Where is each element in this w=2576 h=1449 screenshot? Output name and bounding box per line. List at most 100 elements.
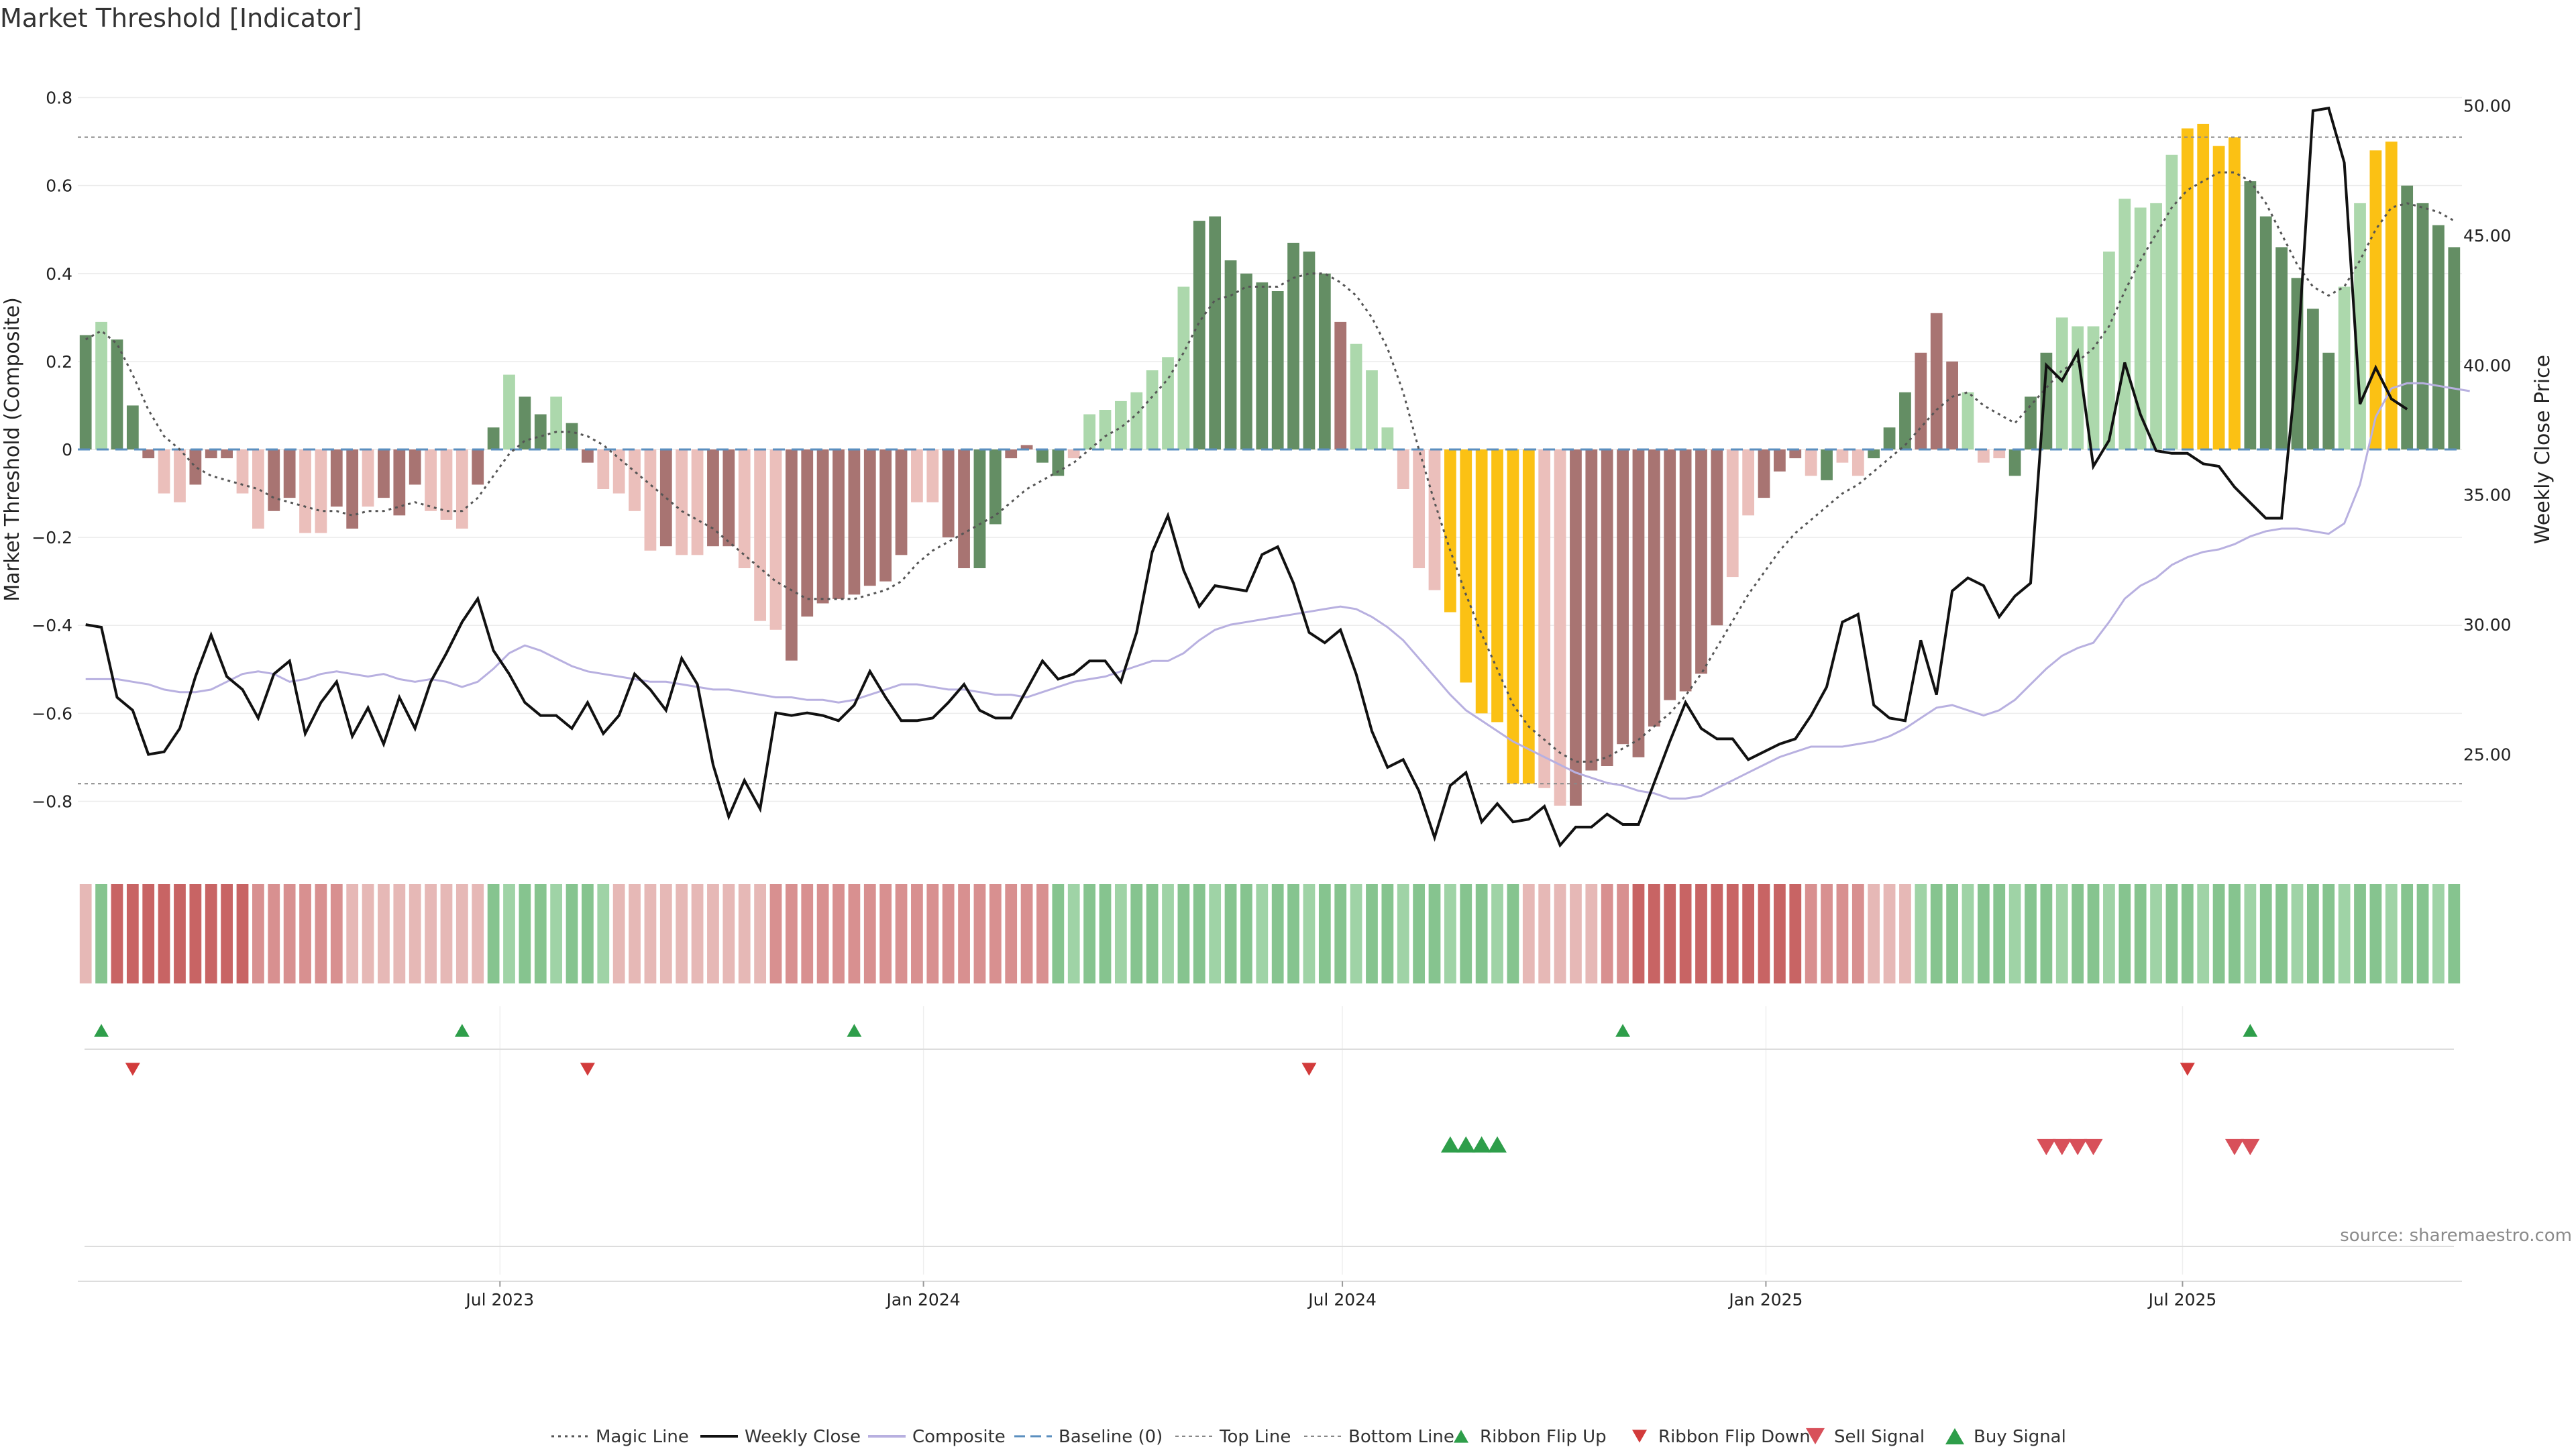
ribbon-cell <box>111 884 123 983</box>
sell-signal-marker <box>2068 1138 2088 1156</box>
ribbon-cell <box>2338 884 2351 983</box>
ribbon-cell <box>2040 884 2053 983</box>
composite-bar <box>1915 352 1927 449</box>
composite-bar <box>236 449 249 494</box>
magic-line <box>85 171 2455 763</box>
ribbon-cell <box>1099 884 1112 983</box>
composite-bar <box>2259 216 2272 449</box>
composite-bar <box>1899 392 1911 449</box>
legend-label: Ribbon Flip Down <box>1658 1427 1811 1447</box>
ribbon-cell <box>2259 884 2272 983</box>
composite-bar <box>1868 449 1880 459</box>
ribbon-cell <box>1020 884 1033 983</box>
ribbon-cell <box>754 884 766 983</box>
ribbon-cell <box>1318 884 1331 983</box>
ribbon-cell <box>1507 884 1519 983</box>
ribbon-cell <box>299 884 311 983</box>
legend-flip-up-marker <box>1454 1430 1468 1443</box>
x-tick-label: Jan 2024 <box>885 1290 961 1309</box>
ribbon-cell <box>393 884 406 983</box>
composite-bar <box>1805 449 1817 476</box>
ribbon-cell <box>2385 884 2398 983</box>
composite-bar <box>1774 449 1786 472</box>
legend-label: Magic Line <box>596 1427 689 1447</box>
composite-bar <box>1758 449 1770 498</box>
ribbon-flip-up-marker <box>2243 1024 2258 1037</box>
composite-bar <box>1632 449 1645 757</box>
composite-bar <box>1475 449 1488 714</box>
ribbon-cell <box>1444 884 1456 983</box>
ribbon-cell <box>1789 884 1802 983</box>
composite-bar <box>1617 449 1629 745</box>
sentiment-ribbon <box>79 884 2461 983</box>
composite-bar <box>863 449 876 586</box>
legend-label: Sell Signal <box>1834 1427 1925 1447</box>
ribbon-cell <box>346 884 359 983</box>
composite-bar <box>1585 449 1598 771</box>
composite-bar <box>1570 449 1582 806</box>
axes: 0.8 0.6 0.4 0.2 0 −0.2 −0.4 −0.6 −0.8 50.00 45.00 4… <box>32 89 2511 812</box>
ribbon-cell <box>722 884 735 983</box>
ribbon-cell <box>1915 884 1927 983</box>
ribbon-cell <box>1648 884 1660 983</box>
x-tick-label: Jul 2024 <box>1307 1290 1377 1309</box>
ribbon-flip-down-marker <box>580 1063 595 1076</box>
x-axis: Jul 2023 Jan 2024 Jul 2024 Jan 2025 Jul 2025 <box>78 1281 2462 1309</box>
composite-bar <box>95 321 107 449</box>
ribbon-cell <box>362 884 374 983</box>
ribbon-cell <box>676 884 688 983</box>
legend-label: Buy Signal <box>1974 1427 2066 1447</box>
ribbon-cell <box>1334 884 1347 983</box>
ribbon-cell <box>1930 884 1943 983</box>
ribbon-cell <box>455 884 468 983</box>
composite-bar <box>1350 343 1362 449</box>
composite-bar <box>1130 392 1143 449</box>
composite-bar <box>2354 203 2366 449</box>
buy-signal-marker <box>1472 1136 1491 1153</box>
composite-bar <box>2385 142 2398 449</box>
ribbon-cell <box>189 884 202 983</box>
composite-bar <box>534 414 547 449</box>
buy-signal-marker <box>1456 1136 1476 1153</box>
y2-tick-label: 25.00 <box>2463 745 2512 765</box>
ribbon-cell <box>1303 884 1316 983</box>
composite-bar <box>2401 185 2414 449</box>
composite-bar <box>2416 203 2429 449</box>
legend-label: Baseline (0) <box>1059 1427 1163 1447</box>
ribbon-flip-down-marker <box>2180 1063 2195 1076</box>
composite-bar <box>362 449 374 507</box>
composite-bar <box>1381 427 1394 449</box>
composite-bar <box>958 449 970 568</box>
ribbon-cell <box>659 884 672 983</box>
sell-signal-marker <box>2084 1138 2103 1156</box>
composite-bar <box>2212 146 2225 449</box>
ribbon-cell <box>1695 884 1707 983</box>
ribbon-cell <box>2118 884 2131 983</box>
composite-bar <box>926 449 939 502</box>
composite-bar <box>1146 370 1159 449</box>
ribbon-flip-down-marker <box>125 1063 140 1076</box>
ribbon-cell <box>1177 884 1190 983</box>
ribbon-cell <box>1256 884 1269 983</box>
ribbon-cell <box>1381 884 1394 983</box>
composite-bar <box>691 449 704 555</box>
ribbon-cell <box>1397 884 1409 983</box>
composite-bar <box>895 449 908 555</box>
y-tick-label: −0.2 <box>32 528 72 547</box>
composite-bar <box>597 449 610 489</box>
composite-bar <box>1413 449 1426 568</box>
ribbon-cell <box>472 884 484 983</box>
legend-sell-marker <box>1806 1428 1825 1445</box>
ribbon-cell <box>1366 884 1378 983</box>
composite-bar <box>283 449 296 498</box>
ribbon-cell <box>2416 884 2429 983</box>
ribbon-cell <box>833 884 845 983</box>
source-note: source: sharemaestro.com <box>2340 1226 2572 1246</box>
ribbon-cell <box>1805 884 1817 983</box>
composite-bar <box>378 449 390 498</box>
composite-bar <box>1491 449 1503 722</box>
ribbon-cell <box>1836 884 1849 983</box>
composite-bar <box>1083 414 1095 449</box>
ribbon-cell <box>1350 884 1362 983</box>
ribbon-cell <box>1209 884 1222 983</box>
